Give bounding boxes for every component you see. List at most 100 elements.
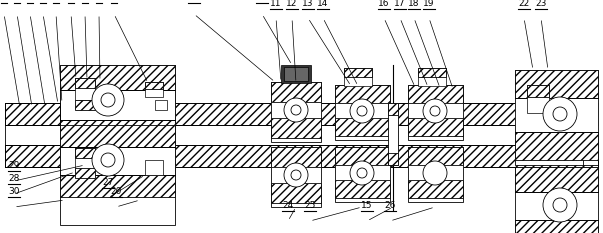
- Bar: [60, 120, 175, 145]
- Bar: [281, 65, 311, 83]
- Bar: [5, 145, 598, 167]
- Text: 5: 5: [53, 0, 59, 2]
- Text: 10: 10: [188, 0, 200, 2]
- Text: 3: 3: [27, 0, 33, 2]
- Bar: [271, 82, 321, 102]
- Bar: [75, 78, 95, 100]
- Text: 24: 24: [282, 201, 294, 210]
- Text: 13: 13: [302, 0, 314, 8]
- Bar: [408, 118, 463, 136]
- Bar: [335, 165, 390, 180]
- Bar: [418, 68, 446, 77]
- Circle shape: [350, 99, 374, 123]
- Bar: [5, 103, 598, 125]
- Bar: [60, 147, 175, 175]
- Circle shape: [291, 170, 301, 180]
- Bar: [335, 85, 390, 140]
- Circle shape: [284, 98, 308, 122]
- Text: 20: 20: [110, 187, 122, 196]
- Bar: [271, 147, 321, 207]
- Bar: [388, 103, 398, 165]
- Circle shape: [553, 198, 567, 212]
- Bar: [515, 220, 598, 233]
- Bar: [5, 103, 60, 125]
- Bar: [60, 65, 175, 90]
- Bar: [344, 68, 372, 77]
- Text: 27: 27: [103, 178, 114, 187]
- Bar: [145, 160, 163, 175]
- Bar: [408, 147, 463, 202]
- Bar: [145, 82, 163, 89]
- Text: 1: 1: [1, 0, 7, 2]
- Bar: [388, 103, 398, 115]
- Text: 25: 25: [305, 201, 316, 210]
- Bar: [583, 145, 598, 167]
- Bar: [75, 168, 95, 178]
- Text: 30: 30: [8, 187, 20, 196]
- Text: 2: 2: [14, 0, 20, 2]
- Circle shape: [350, 161, 374, 185]
- Circle shape: [357, 168, 367, 178]
- Circle shape: [92, 144, 124, 176]
- Text: 22: 22: [519, 0, 529, 8]
- Bar: [271, 167, 321, 183]
- Bar: [60, 65, 175, 170]
- Bar: [75, 148, 95, 158]
- Bar: [75, 78, 95, 88]
- Bar: [75, 100, 95, 110]
- Bar: [5, 103, 60, 125]
- Bar: [60, 175, 175, 197]
- Bar: [515, 70, 598, 165]
- Bar: [418, 68, 446, 86]
- Text: 15: 15: [361, 201, 373, 210]
- Circle shape: [553, 107, 567, 121]
- Bar: [60, 125, 175, 147]
- Bar: [583, 145, 598, 167]
- Text: 29: 29: [8, 161, 20, 170]
- Bar: [408, 85, 463, 140]
- Text: 26: 26: [384, 201, 396, 210]
- Bar: [344, 68, 372, 86]
- Bar: [271, 183, 321, 203]
- Text: 8: 8: [96, 0, 102, 2]
- Bar: [335, 85, 390, 103]
- Bar: [408, 165, 463, 180]
- Bar: [583, 103, 598, 125]
- Bar: [5, 145, 60, 167]
- Text: 18: 18: [408, 0, 420, 8]
- Bar: [583, 103, 598, 125]
- Bar: [5, 125, 598, 145]
- Circle shape: [291, 105, 301, 115]
- Bar: [515, 167, 598, 192]
- Bar: [335, 118, 390, 136]
- Text: 6: 6: [68, 0, 74, 2]
- Text: 9: 9: [111, 0, 117, 2]
- Bar: [515, 132, 598, 160]
- Text: 16: 16: [378, 0, 390, 8]
- Text: 4: 4: [40, 0, 46, 2]
- Circle shape: [101, 93, 115, 107]
- Bar: [145, 82, 163, 97]
- Bar: [527, 85, 549, 113]
- Circle shape: [284, 163, 308, 187]
- Circle shape: [423, 99, 447, 123]
- Circle shape: [543, 97, 577, 131]
- Bar: [335, 147, 390, 202]
- Bar: [271, 147, 321, 167]
- Bar: [5, 145, 60, 167]
- Bar: [271, 102, 321, 118]
- Bar: [388, 153, 398, 165]
- Bar: [155, 100, 167, 110]
- Bar: [515, 167, 598, 233]
- Text: 11: 11: [270, 0, 282, 8]
- Circle shape: [357, 106, 367, 116]
- Bar: [408, 85, 463, 103]
- Bar: [335, 180, 390, 198]
- Circle shape: [101, 153, 115, 167]
- Bar: [408, 180, 463, 198]
- Text: 12: 12: [286, 0, 298, 8]
- Bar: [515, 192, 598, 220]
- Bar: [335, 103, 390, 118]
- Circle shape: [543, 188, 577, 222]
- Text: 14: 14: [317, 0, 329, 8]
